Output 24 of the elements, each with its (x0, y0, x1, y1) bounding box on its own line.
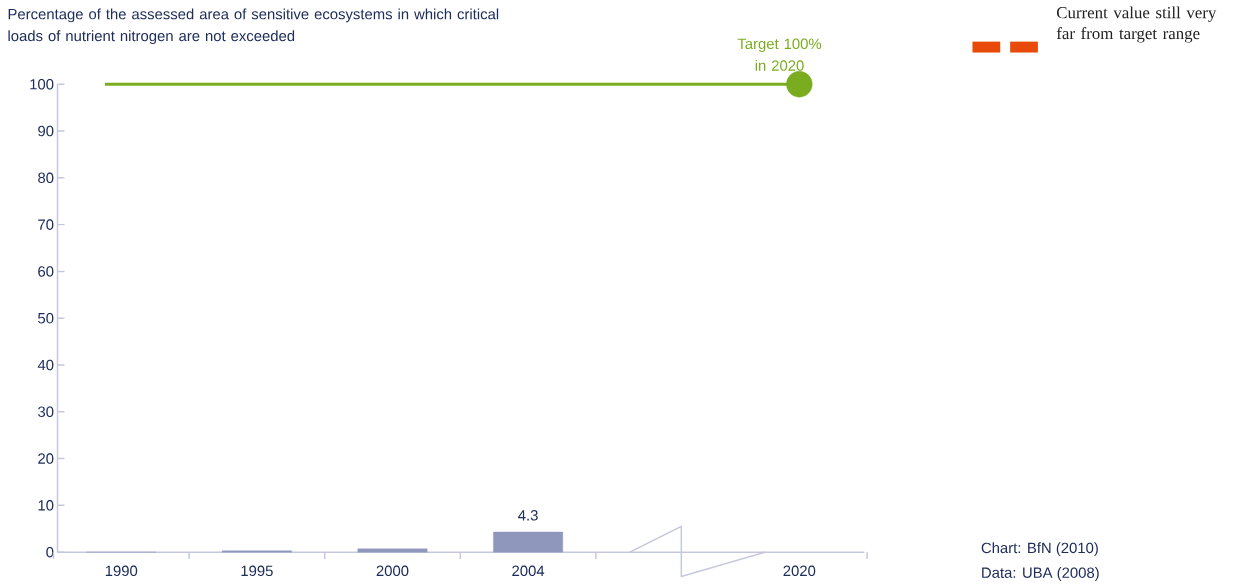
y-tick-label: 40 (37, 359, 54, 371)
bar (493, 531, 563, 553)
y-tick-label: 20 (38, 453, 54, 464)
x-tick-label: 2004 (512, 565, 545, 576)
text: Current value still very far from target range (1056, 6, 1217, 43)
x-tick-label: 1995 (241, 565, 273, 576)
x-tick-label: 1990 (105, 565, 138, 576)
x-tick-label: 2000 (376, 565, 409, 576)
y-tick-label: 80 (38, 172, 54, 183)
y-tick-label: 50 (38, 312, 54, 324)
y-tick-label: 70 (38, 219, 54, 230)
bar (357, 548, 428, 553)
data-label: 4.3 (518, 509, 538, 521)
ref-line-label: Target 100% in 2020 (737, 38, 822, 71)
y-tick-label: 0 (46, 546, 54, 558)
chart-title: Percentage of the assessed area of sensitive ecosystems in which critical loads of nutrient nitrogen are not exceeded (8, 8, 499, 45)
x-tick-label: 2020 (783, 565, 816, 576)
text: Data: UBA (2008) (982, 566, 1099, 581)
y-tick-label: 60 (38, 266, 54, 277)
y-tick-label: 10 (38, 500, 54, 511)
y-tick-label: 100 (30, 78, 54, 90)
y-tick-label: 30 (38, 406, 54, 417)
text: Chart: BfN (2010) (981, 542, 1098, 557)
y-tick-label: 90 (38, 125, 54, 137)
